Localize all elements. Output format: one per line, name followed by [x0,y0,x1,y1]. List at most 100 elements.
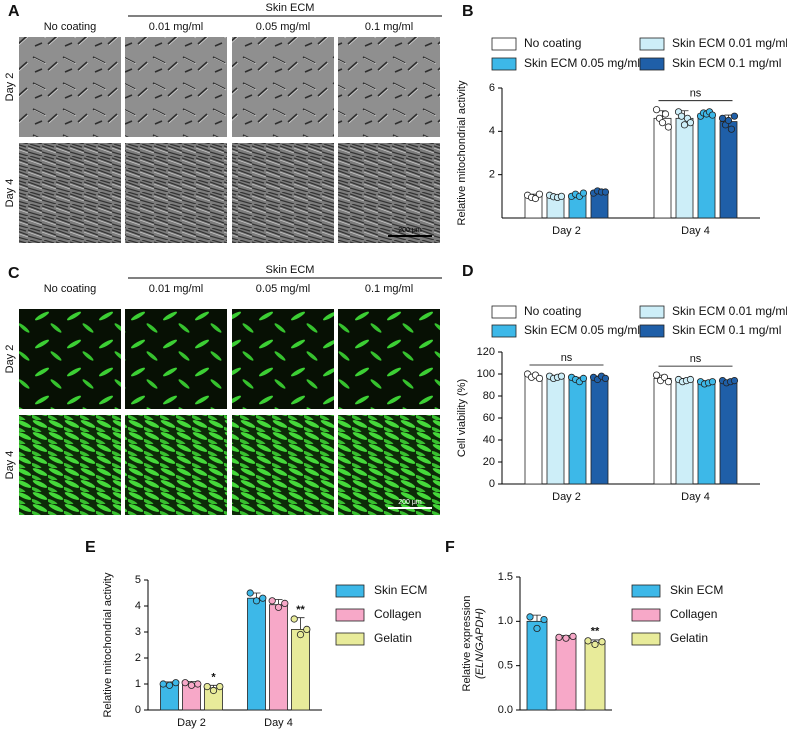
legend-label: Skin ECM 0.05 mg/ml [524,56,640,70]
panel-letter: A [8,3,20,20]
significance: ** [296,604,305,616]
micrograph [19,143,121,243]
image-panels: A Skin ECM No coating 0.01 mg/ml 0.05 mg/ml 0… [4,2,442,515]
micrograph [338,415,440,515]
significance: ns [690,353,702,365]
column-label: No coating [44,21,97,33]
data-point [718,114,727,122]
bar [675,117,694,219]
micrograph [125,37,227,137]
legend-label: Collagen [374,607,421,621]
legend-label: No coating [524,304,581,318]
data-point [727,125,736,133]
data-point [601,188,610,196]
data-point [591,640,599,648]
y-tick-label: 5 [135,574,141,586]
data-point [598,638,606,646]
data-point [680,121,689,129]
data-point [652,106,661,114]
legend-swatch [335,584,365,598]
legend-swatch [491,37,517,51]
y-tick-label: 2 [489,169,495,181]
legend-swatch [631,584,661,598]
y-tick-label: 3 [135,626,141,638]
panel-letter: B [462,3,474,20]
data-point [579,189,588,197]
y-tick-label: 2 [135,652,141,664]
micrograph [125,309,227,409]
data-point [555,633,563,641]
bar [590,377,609,485]
legend-swatch [639,37,665,51]
panel-letter: D [462,263,474,280]
y-axis-label: (ELN/GAPDH) [474,608,486,679]
x-tick-label: Day 2 [177,717,206,729]
y-tick-label: 0 [489,478,495,490]
significance: ns [690,88,702,100]
data-point [281,599,289,608]
y-tick-label: 0.0 [498,704,513,716]
data-point [730,112,739,120]
data-point [535,374,544,382]
legend-label: Skin ECM [670,583,723,597]
y-tick-label: 40 [483,434,495,446]
data-point [296,630,305,639]
y-axis-label: Relative mitochondrial activity [102,572,114,717]
data-point [660,373,669,381]
y-axis-label: Cell viability (%) [456,379,468,457]
bar [653,117,672,219]
data-point [274,603,283,611]
legend-label: Gelatin [374,631,412,645]
data-point [658,119,667,127]
data-point [677,112,686,120]
y-tick-label: 0 [135,704,141,716]
data-point [601,374,610,382]
micrograph [232,143,334,243]
data-point [203,682,211,691]
micrograph [19,415,121,515]
legend-label: No coating [524,36,581,50]
y-axis-label: Relative mitochondrial activity [456,80,468,225]
data-point [159,680,167,688]
y-tick-label: 60 [483,412,495,424]
error-bar [296,617,305,630]
bar [526,620,548,711]
data-point [584,637,592,645]
legend-swatch [631,608,661,622]
panel-letter: C [8,265,20,282]
data-point [579,374,588,382]
micrograph [19,37,121,137]
micrograph [125,415,227,515]
micrograph [232,309,334,409]
data-point [216,682,224,691]
x-tick-label: Day 4 [264,717,293,729]
data-point [724,116,733,125]
data-point [540,615,548,624]
data-point [730,376,739,385]
data-point [246,589,254,597]
y-tick-label: 1 [135,678,141,690]
data-point [165,681,174,689]
data-point [557,192,566,200]
y-tick-label: 80 [483,390,495,402]
charts: B 2 4 6 Relative mitochondrial activity Day 2… [85,3,787,729]
column-label: 0.05 mg/ml [256,21,310,33]
bar [524,375,543,485]
y-tick-label: 6 [489,82,495,94]
micrograph [232,415,334,515]
data-point [526,613,534,621]
bar [697,113,716,219]
legend-swatch [491,305,517,319]
legend-label: Skin ECM 0.01 mg/ml [672,304,787,318]
legend-label: Skin ECM 0.01 mg/ml [672,36,787,50]
row-label: Day 4 [4,179,16,208]
legend-label: Collagen [670,607,717,621]
group-header: Skin ECM [266,264,315,276]
data-point [181,679,189,687]
y-tick-label: 20 [483,456,495,468]
row-label: Day 2 [4,73,16,102]
group-header: Skin ECM [266,2,315,14]
bar [568,379,587,485]
micrograph [19,309,121,409]
bar [653,377,672,485]
